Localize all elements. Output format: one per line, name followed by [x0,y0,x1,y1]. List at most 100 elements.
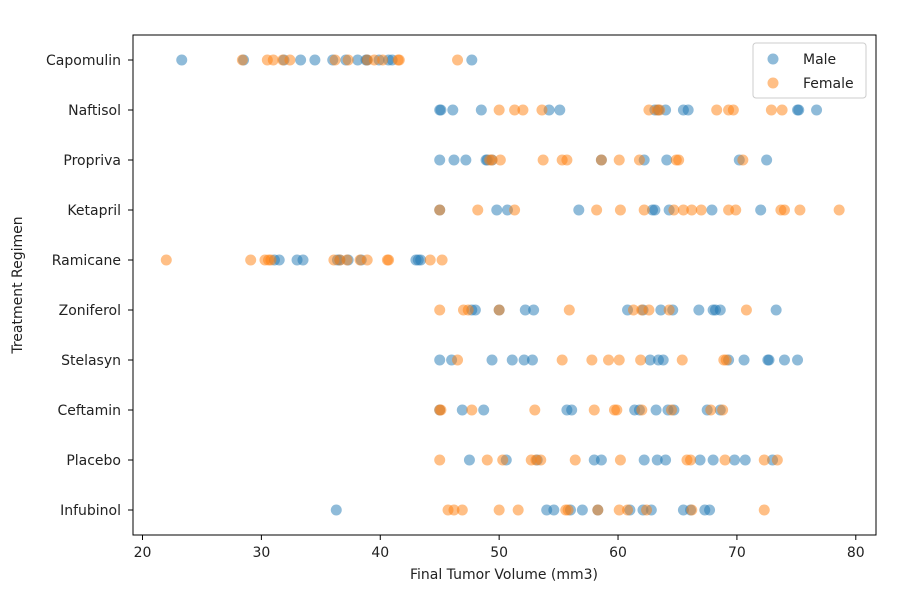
data-point-male-naftisol [475,104,487,116]
data-point-female-ramicane [341,254,353,266]
data-point-female-placebo [434,454,446,466]
data-point-female-infubinol [641,504,653,516]
data-point-male-placebo [660,454,672,466]
x-axis-title: Final Tumor Volume (mm3) [410,567,598,583]
data-point-female-propriva [494,154,506,166]
x-tick-label: 40 [371,545,389,561]
data-point-female-infubinol [622,504,634,516]
data-point-male-propriva [460,154,472,166]
data-point-male-stelasyn [644,354,656,366]
data-point-female-infubinol [448,504,460,516]
data-point-male-naftisol [793,104,805,116]
data-point-female-capomulin [342,54,354,66]
y-tick-label-ramicane: Ramicane [52,253,121,269]
data-point-male-placebo [463,454,475,466]
data-point-female-naftisol [776,104,788,116]
x-tick-label: 80 [847,545,865,561]
data-point-male-stelasyn [778,354,790,366]
data-point-female-placebo [535,454,547,466]
data-point-female-ketapril [730,204,742,216]
data-point-male-zoniferol [655,304,667,316]
data-point-female-capomulin [267,54,279,66]
y-tick-label-capomulin: Capomulin [46,53,121,69]
data-point-female-capomulin [377,54,389,66]
data-point-female-ketapril [794,204,806,216]
y-tick-label-propriva: Propriva [63,153,121,169]
data-point-female-zoniferol [462,304,474,316]
data-point-female-stelasyn [452,354,464,366]
data-point-female-zoniferol [563,304,575,316]
data-point-female-ketapril [472,204,484,216]
data-point-male-stelasyn [506,354,518,366]
data-point-female-infubinol [512,504,524,516]
data-point-female-placebo [758,454,770,466]
data-point-female-ketapril [677,204,689,216]
data-point-male-zoniferol [519,304,531,316]
data-point-female-infubinol [562,504,574,516]
data-point-female-placebo [685,454,697,466]
data-point-male-propriva [448,154,460,166]
data-point-female-ceftamin [705,404,717,416]
y-axis-title: Treatment Regimen [10,216,26,354]
data-point-female-stelasyn [603,354,615,366]
data-point-male-infubinol [576,504,588,516]
data-point-female-ketapril [695,204,707,216]
data-point-female-propriva [561,154,573,166]
data-point-female-naftisol [493,104,505,116]
data-point-male-ramicane [415,254,427,266]
data-point-female-naftisol [509,104,521,116]
data-point-female-stelasyn [556,354,568,366]
data-point-female-zoniferol [434,304,446,316]
data-point-female-placebo [719,454,731,466]
data-point-female-propriva [737,154,749,166]
data-point-male-stelasyn [518,354,530,366]
data-point-female-zoniferol [627,304,639,316]
plot-frame [132,34,877,536]
data-point-male-stelasyn [486,354,498,366]
data-point-female-infubinol [493,504,505,516]
x-tick-label: 30 [252,545,270,561]
data-point-male-stelasyn [763,354,775,366]
data-point-male-ceftamin [456,404,468,416]
data-point-male-ramicane [297,254,309,266]
data-point-male-ketapril [755,204,767,216]
y-tick-label-infubinol: Infubinol [60,503,121,519]
data-point-female-naftisol [765,104,777,116]
data-point-female-zoniferol [740,304,752,316]
data-point-male-stelasyn [434,354,446,366]
data-point-female-ketapril [778,204,790,216]
data-point-female-capomulin [368,54,380,66]
data-point-female-ramicane [436,254,448,266]
data-point-female-zoniferol [663,304,675,316]
y-tick-label-zoniferol: Zoniferol [59,303,121,319]
data-point-male-placebo [638,454,650,466]
data-point-male-placebo [595,454,607,466]
data-point-female-ketapril [638,204,650,216]
data-point-male-placebo [651,454,663,466]
data-point-female-stelasyn [635,354,647,366]
data-point-male-zoniferol [770,304,782,316]
data-point-female-placebo [497,454,509,466]
data-point-male-zoniferol [693,304,705,316]
data-point-female-placebo [481,454,493,466]
data-point-female-ramicane [424,254,436,266]
legend-marker-male [767,53,779,65]
data-point-female-stelasyn [586,354,598,366]
data-point-female-capomulin [452,54,464,66]
x-axis-ticks: 20 30 40 50 60 70 80 [134,535,865,561]
data-point-male-zoniferol [714,304,726,316]
data-point-male-capomulin [176,54,188,66]
data-point-female-stelasyn [720,354,732,366]
data-point-female-ketapril [668,204,680,216]
data-point-male-ceftamin [478,404,490,416]
data-point-male-ketapril [649,204,661,216]
data-point-male-naftisol [554,104,566,116]
y-tick-label-ceftamin: Ceftamin [57,403,121,419]
data-point-female-ketapril [434,204,446,216]
data-point-male-stelasyn [657,354,669,366]
data-point-male-propriva [661,154,673,166]
y-tick-label-naftisol: Naftisol [68,103,121,119]
data-point-female-infubinol [758,504,770,516]
